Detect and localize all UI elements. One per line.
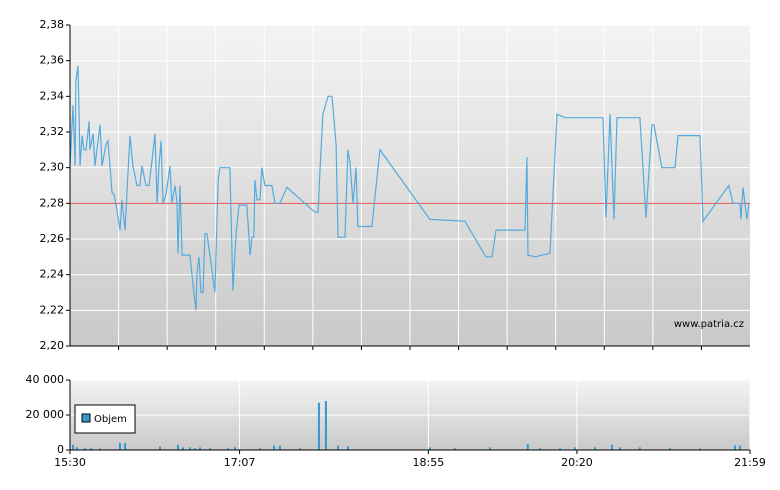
volume-bar bbox=[199, 447, 202, 450]
volume-bar bbox=[317, 402, 320, 450]
y-tick-label: 0 bbox=[57, 443, 64, 456]
volume-bar bbox=[84, 448, 87, 450]
y-tick-label: 2,38 bbox=[40, 18, 65, 31]
volume-bar bbox=[177, 444, 180, 450]
volume-bar bbox=[99, 448, 102, 450]
y-tick-label: 2,30 bbox=[40, 161, 65, 174]
x-tick-label: 17:07 bbox=[224, 456, 256, 469]
volume-bar bbox=[428, 447, 431, 450]
volume-bar bbox=[118, 443, 121, 450]
y-tick-label: 2,22 bbox=[40, 303, 65, 316]
y-tick-label: 40 000 bbox=[26, 373, 65, 386]
y-tick-label: 2,24 bbox=[40, 268, 65, 281]
watermark: www.patria.cz bbox=[674, 319, 744, 330]
volume-bar bbox=[89, 448, 92, 450]
volume-bar bbox=[593, 447, 596, 450]
volume-bar bbox=[526, 443, 529, 450]
x-tick-label: 20:20 bbox=[561, 456, 593, 469]
volume-bar bbox=[181, 447, 184, 450]
legend-label: Objem bbox=[94, 414, 127, 425]
volume-bar bbox=[324, 401, 327, 450]
volume-bar bbox=[453, 448, 456, 450]
volume-bar bbox=[299, 448, 302, 450]
volume-bar bbox=[227, 448, 230, 450]
volume-bar bbox=[336, 445, 339, 450]
y-tick-label: 2,36 bbox=[40, 54, 65, 67]
y-tick-label: 2,34 bbox=[40, 89, 65, 102]
volume-bar bbox=[733, 445, 736, 450]
volume-bar bbox=[738, 445, 741, 450]
volume-bar bbox=[278, 445, 281, 450]
volume-bar bbox=[558, 448, 561, 450]
volume-bar bbox=[610, 444, 613, 450]
legend: Objem bbox=[74, 404, 136, 434]
volume-bar bbox=[188, 447, 191, 450]
volume-bar bbox=[71, 444, 74, 450]
volume-bar bbox=[538, 448, 541, 450]
volume-bar bbox=[699, 448, 702, 450]
volume-bar bbox=[159, 446, 162, 450]
volume-bar bbox=[193, 448, 196, 450]
chart-layer: 2,20 2,22 2,24 2,26 2,28 2,30 2,32 2,34 2,36 2,38… bbox=[26, 18, 766, 469]
volume-bar bbox=[234, 447, 237, 450]
volume-bar bbox=[75, 447, 78, 450]
volume-bar bbox=[124, 443, 127, 450]
volume-bar bbox=[488, 447, 491, 450]
y-tick-label: 2,26 bbox=[40, 232, 65, 245]
volume-bar bbox=[668, 448, 671, 450]
volume-bar bbox=[259, 448, 262, 450]
legend-swatch bbox=[81, 413, 91, 423]
volume-bar bbox=[346, 446, 349, 450]
x-tick-label: 18:55 bbox=[413, 456, 445, 469]
y-tick-label: 20 000 bbox=[26, 408, 65, 421]
volume-bar bbox=[209, 448, 212, 450]
volume-bar bbox=[573, 447, 576, 450]
volume-bar bbox=[618, 447, 621, 450]
y-tick-label: 2,32 bbox=[40, 125, 65, 138]
x-tick-label: 15:30 bbox=[54, 456, 86, 469]
volume-bar bbox=[273, 445, 275, 450]
price-line bbox=[69, 65, 750, 311]
volume-bar bbox=[638, 447, 641, 450]
y-tick-label: 2,20 bbox=[40, 339, 65, 352]
y-tick-label: 2,28 bbox=[40, 196, 65, 209]
x-tick-label: 21:59 bbox=[734, 456, 766, 469]
